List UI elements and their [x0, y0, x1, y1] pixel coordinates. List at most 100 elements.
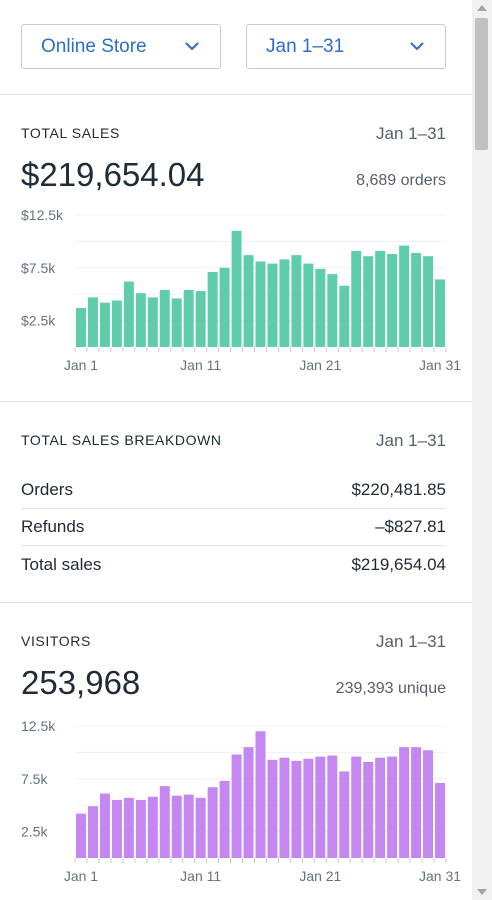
visitors-bar[interactable] [279, 757, 290, 858]
visitors-bar[interactable] [183, 794, 194, 858]
sales-bar[interactable] [387, 254, 398, 347]
sales-bar[interactable] [315, 268, 326, 347]
sales-bar[interactable] [255, 261, 266, 347]
sales-bar[interactable] [183, 289, 194, 347]
card-date-range: Jan 1–31 [376, 431, 446, 450]
sales-bar[interactable] [99, 302, 110, 347]
sales-bar[interactable] [435, 279, 445, 347]
sales-bar[interactable] [267, 263, 278, 347]
sales-x-tick-label: Jan 21 [299, 357, 341, 373]
sales-bar[interactable] [231, 230, 242, 347]
row-label: Refunds [21, 517, 85, 536]
visitors-bar[interactable] [219, 780, 230, 858]
visitors-bar[interactable] [87, 806, 98, 858]
visitors-bar[interactable] [351, 756, 362, 858]
visitors-bar[interactable] [303, 758, 314, 858]
visitors-bar[interactable] [291, 760, 302, 858]
visitors-bar[interactable] [387, 756, 398, 858]
sales-bar[interactable] [147, 297, 158, 347]
visitors-bar[interactable] [423, 750, 434, 858]
sales-bar[interactable] [411, 253, 422, 347]
visitors-bar[interactable] [411, 747, 422, 858]
sales-bar[interactable] [339, 285, 350, 347]
sales-bar[interactable] [423, 256, 434, 347]
scroll-up-arrow-icon[interactable] [477, 5, 487, 11]
sales-bar[interactable] [399, 245, 410, 347]
date-range-select[interactable]: Jan 1–31 [246, 24, 446, 69]
row-value: $220,481.85 [351, 480, 446, 499]
sales-breakdown-card: TOTAL SALES BREAKDOWN Jan 1–31 Orders $2… [0, 402, 472, 603]
visitors-x-tick-label: Jan 21 [299, 868, 341, 884]
visitors-bar[interactable] [267, 759, 278, 858]
channel-select[interactable]: Online Store [21, 24, 221, 69]
visitors-y-tick-label: 2.5k [21, 824, 48, 840]
visitors-value: 253,968 [21, 664, 141, 701]
visitors-bar[interactable] [135, 799, 146, 858]
filter-bar: Online Store Jan 1–31 [0, 0, 472, 95]
visitors-bar[interactable] [159, 786, 170, 858]
sales-bar[interactable] [351, 250, 362, 347]
visitors-bar[interactable] [375, 757, 386, 858]
visitors-x-tick-label: Jan 31 [419, 868, 461, 884]
visitors-bar[interactable] [231, 754, 242, 858]
sales-bar[interactable] [279, 259, 290, 347]
sales-bar[interactable] [375, 250, 386, 347]
breakdown-row-orders: Orders $220,481.85 [21, 472, 446, 509]
sales-bar[interactable] [303, 263, 314, 347]
sales-bar[interactable] [327, 274, 338, 347]
sales-bar[interactable] [243, 255, 254, 347]
visitors-chart: 2.5k 7.5k 12.5k Jan 1 Jan 11 Jan 21 Jan 31 [0, 718, 472, 898]
sales-chart: $2.5k $7.5k $12.5k Jan 1 Jan 11 Jan 21 Jan 31 [0, 207, 472, 387]
visitors-x-tick-label: Jan 1 [64, 868, 98, 884]
visitors-x-tick-label: Jan 11 [180, 868, 221, 884]
card-date-range: Jan 1–31 [376, 632, 446, 651]
sales-bar[interactable] [123, 281, 134, 347]
sales-bar[interactable] [111, 300, 122, 347]
sales-bar[interactable] [135, 293, 146, 347]
vertical-scrollbar[interactable] [472, 0, 492, 900]
sales-bar[interactable] [195, 291, 206, 347]
visitors-bar[interactable] [399, 747, 410, 858]
visitors-card: VISITORS Jan 1–31 253,968 239,393 unique… [0, 603, 472, 900]
sales-bar[interactable] [159, 289, 170, 347]
card-title: VISITORS [21, 633, 91, 649]
chevron-down-icon [184, 38, 200, 54]
sales-bar[interactable] [87, 297, 98, 347]
visitors-bar[interactable] [147, 796, 158, 858]
sales-x-tick-label: Jan 1 [64, 357, 98, 373]
sales-bar[interactable] [76, 307, 86, 347]
visitors-y-tick-label: 7.5k [21, 771, 48, 787]
visitors-bar[interactable] [339, 771, 350, 858]
visitors-bar[interactable] [111, 799, 122, 858]
visitors-bar[interactable] [363, 761, 374, 858]
visitors-bar[interactable] [327, 755, 338, 858]
row-value: $219,654.04 [351, 554, 446, 574]
scroll-down-arrow-icon[interactable] [477, 889, 487, 895]
row-label: Total sales [21, 554, 102, 574]
sales-bar[interactable] [291, 255, 302, 347]
visitors-bar[interactable] [171, 795, 182, 858]
sales-bar[interactable] [171, 298, 182, 347]
sales-bar[interactable] [219, 267, 230, 347]
visitors-bar[interactable] [207, 787, 218, 858]
visitors-bar[interactable] [243, 747, 254, 858]
visitors-bar[interactable] [99, 793, 110, 858]
visitors-bar[interactable] [255, 731, 266, 858]
visitors-bar[interactable] [195, 797, 206, 858]
channel-select-label: Online Store [41, 35, 147, 57]
visitors-bar[interactable] [123, 797, 134, 858]
visitors-bar[interactable] [435, 783, 445, 858]
chevron-down-icon [409, 38, 425, 54]
sales-bar[interactable] [363, 256, 374, 347]
analytics-page: Online Store Jan 1–31 TOTAL SALES Jan 1–… [0, 0, 472, 900]
sales-x-tick-label: Jan 11 [180, 357, 221, 373]
sales-bar[interactable] [207, 272, 218, 347]
visitors-bar[interactable] [76, 813, 86, 858]
visitors-bar-chart: 2.5k 7.5k 12.5k Jan 1 Jan 11 Jan 21 Jan 31 [21, 718, 461, 884]
date-range-select-label: Jan 1–31 [266, 35, 345, 57]
visitors-bar[interactable] [315, 756, 326, 858]
scrollbar-thumb[interactable] [475, 18, 488, 150]
breakdown-row-refunds: Refunds –$827.81 [21, 509, 446, 546]
breakdown-row-total-sales: Total sales $219,654.04 [21, 546, 446, 583]
card-title: TOTAL SALES [21, 125, 120, 141]
